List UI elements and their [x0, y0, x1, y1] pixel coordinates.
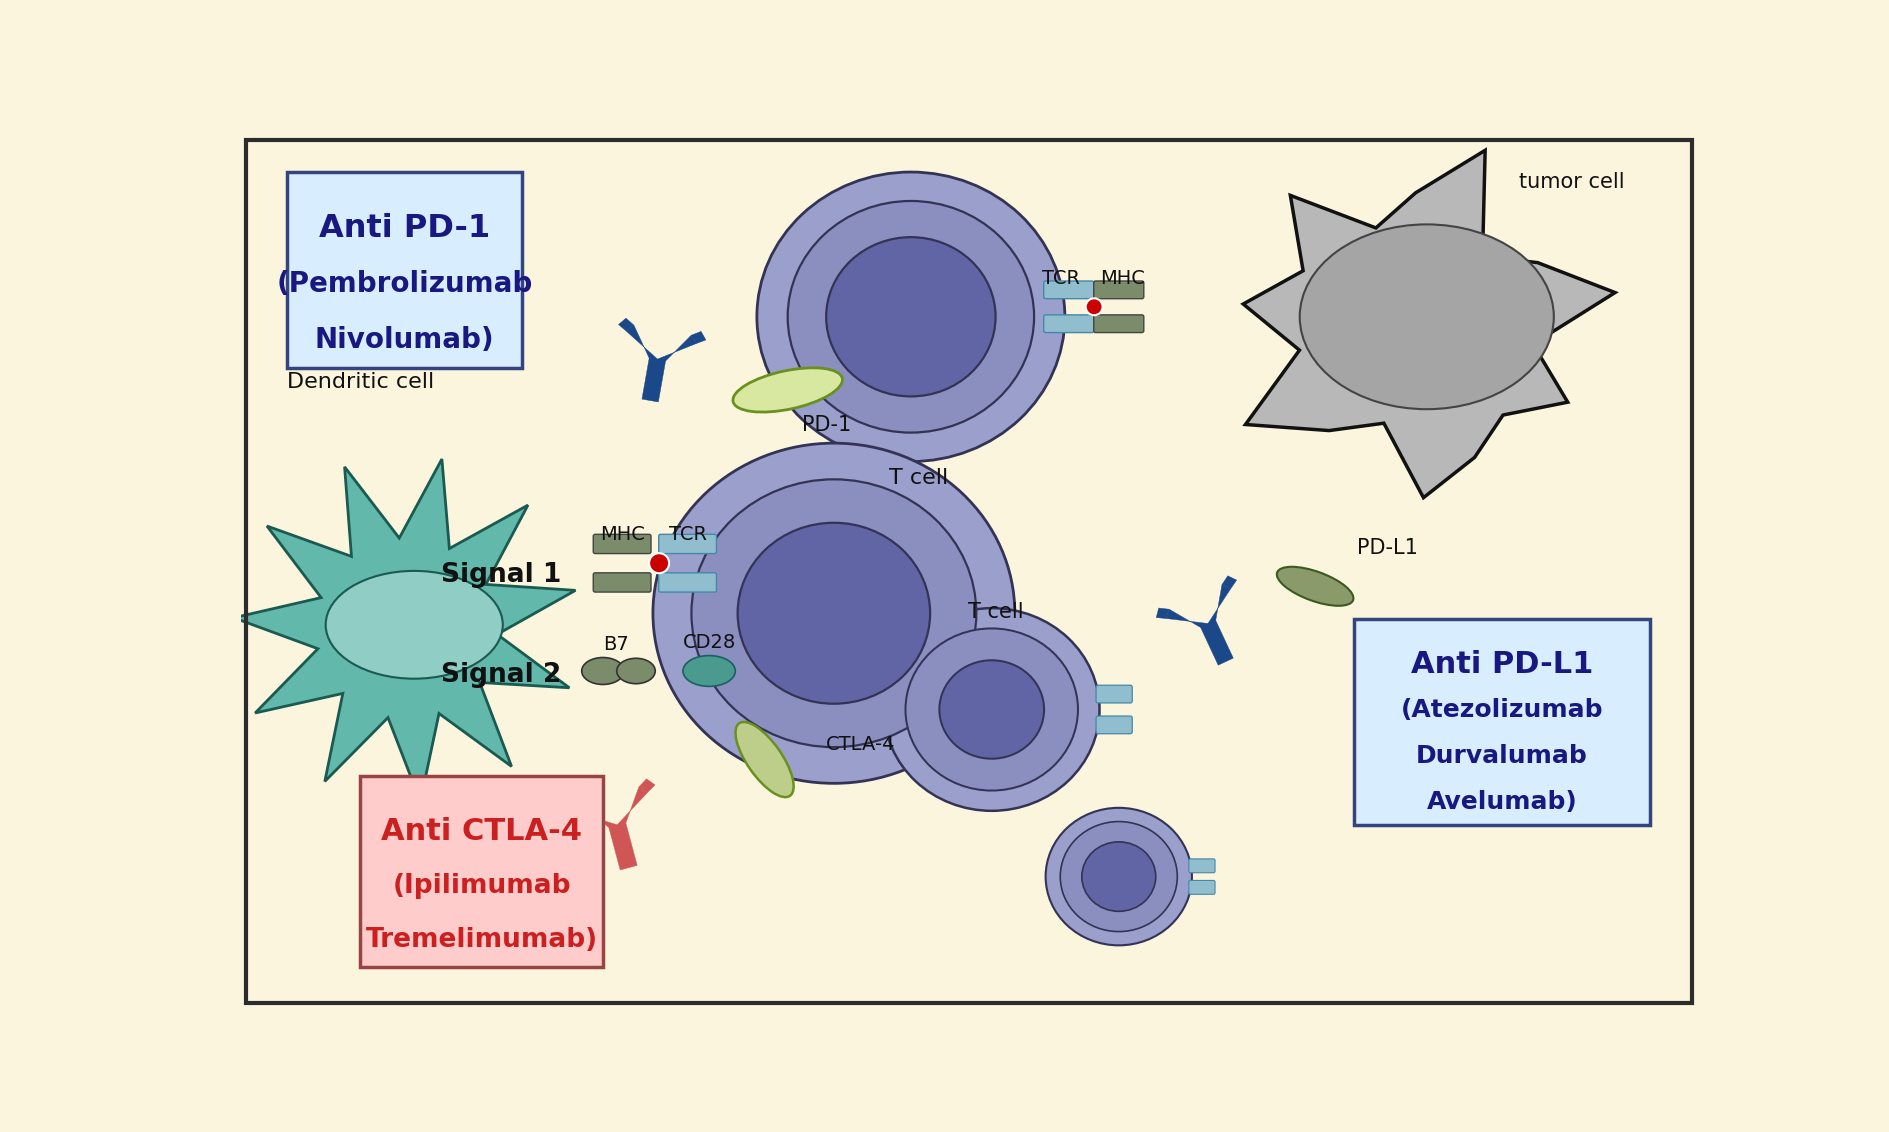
Polygon shape	[1243, 151, 1615, 498]
Polygon shape	[565, 799, 580, 812]
Ellipse shape	[1300, 224, 1553, 409]
Text: CTLA-4: CTLA-4	[825, 735, 895, 754]
Text: PD-L1: PD-L1	[1356, 538, 1417, 558]
FancyBboxPatch shape	[1188, 881, 1215, 894]
Text: TCR: TCR	[1041, 268, 1079, 288]
Ellipse shape	[1084, 299, 1101, 315]
Polygon shape	[574, 803, 621, 827]
Ellipse shape	[1060, 822, 1177, 932]
Ellipse shape	[682, 655, 735, 686]
Text: TCR: TCR	[669, 525, 706, 544]
Polygon shape	[618, 318, 633, 331]
Ellipse shape	[1081, 842, 1156, 911]
Text: Signal 2: Signal 2	[440, 662, 561, 688]
FancyBboxPatch shape	[287, 172, 521, 368]
Text: T cell: T cell	[888, 469, 948, 489]
FancyBboxPatch shape	[1096, 685, 1132, 703]
FancyBboxPatch shape	[1043, 281, 1094, 299]
Polygon shape	[1166, 609, 1213, 627]
Polygon shape	[608, 823, 637, 871]
Ellipse shape	[905, 628, 1077, 790]
Ellipse shape	[582, 658, 623, 685]
FancyBboxPatch shape	[1094, 315, 1143, 333]
Polygon shape	[1222, 576, 1235, 588]
Text: Anti PD-L1: Anti PD-L1	[1409, 650, 1592, 679]
FancyBboxPatch shape	[1353, 618, 1649, 825]
Text: (Ipilimumab: (Ipilimumab	[393, 873, 570, 899]
Ellipse shape	[737, 523, 929, 704]
Ellipse shape	[1277, 567, 1353, 606]
Ellipse shape	[884, 608, 1099, 811]
Ellipse shape	[691, 479, 977, 747]
Ellipse shape	[756, 172, 1064, 462]
Text: Nivolumab): Nivolumab)	[315, 326, 495, 354]
Ellipse shape	[648, 554, 669, 573]
Text: tumor cell: tumor cell	[1519, 172, 1625, 192]
FancyBboxPatch shape	[1188, 859, 1215, 873]
Polygon shape	[1200, 620, 1234, 666]
Text: Anti CTLA-4: Anti CTLA-4	[382, 816, 582, 846]
FancyBboxPatch shape	[1096, 717, 1132, 734]
Text: CD28: CD28	[682, 633, 735, 652]
FancyBboxPatch shape	[593, 534, 650, 554]
Ellipse shape	[325, 571, 502, 679]
FancyBboxPatch shape	[1094, 281, 1143, 299]
Polygon shape	[614, 787, 648, 829]
Text: Signal 1: Signal 1	[440, 561, 561, 588]
Text: (Atezolizumab: (Atezolizumab	[1400, 698, 1602, 722]
Polygon shape	[638, 779, 655, 792]
Polygon shape	[234, 460, 574, 801]
Text: Anti PD-1: Anti PD-1	[319, 213, 489, 243]
Polygon shape	[652, 335, 697, 361]
Ellipse shape	[939, 660, 1043, 758]
Ellipse shape	[733, 368, 842, 412]
Text: Avelumab): Avelumab)	[1426, 790, 1577, 814]
Text: PD-1: PD-1	[801, 414, 850, 435]
Ellipse shape	[825, 238, 996, 396]
Ellipse shape	[788, 201, 1033, 432]
Polygon shape	[625, 325, 661, 362]
Text: (Pembrolizumab: (Pembrolizumab	[276, 271, 533, 298]
Text: Dendritic cell: Dendritic cell	[287, 372, 434, 393]
Text: B7: B7	[603, 635, 629, 653]
Ellipse shape	[735, 722, 793, 797]
Ellipse shape	[652, 443, 1014, 783]
Polygon shape	[642, 358, 665, 402]
Text: T cell: T cell	[967, 602, 1022, 621]
Polygon shape	[1205, 584, 1230, 627]
Text: Durvalumab: Durvalumab	[1415, 744, 1587, 769]
Text: MHC: MHC	[1099, 268, 1145, 288]
FancyBboxPatch shape	[361, 777, 603, 968]
FancyBboxPatch shape	[659, 534, 716, 554]
Ellipse shape	[616, 659, 655, 684]
Text: Tremelimumab): Tremelimumab)	[365, 927, 597, 953]
FancyBboxPatch shape	[1043, 315, 1094, 333]
FancyBboxPatch shape	[593, 573, 650, 592]
FancyBboxPatch shape	[659, 573, 716, 592]
Text: MHC: MHC	[599, 525, 644, 544]
Polygon shape	[1156, 608, 1169, 618]
Polygon shape	[691, 332, 705, 343]
Ellipse shape	[1045, 808, 1192, 945]
